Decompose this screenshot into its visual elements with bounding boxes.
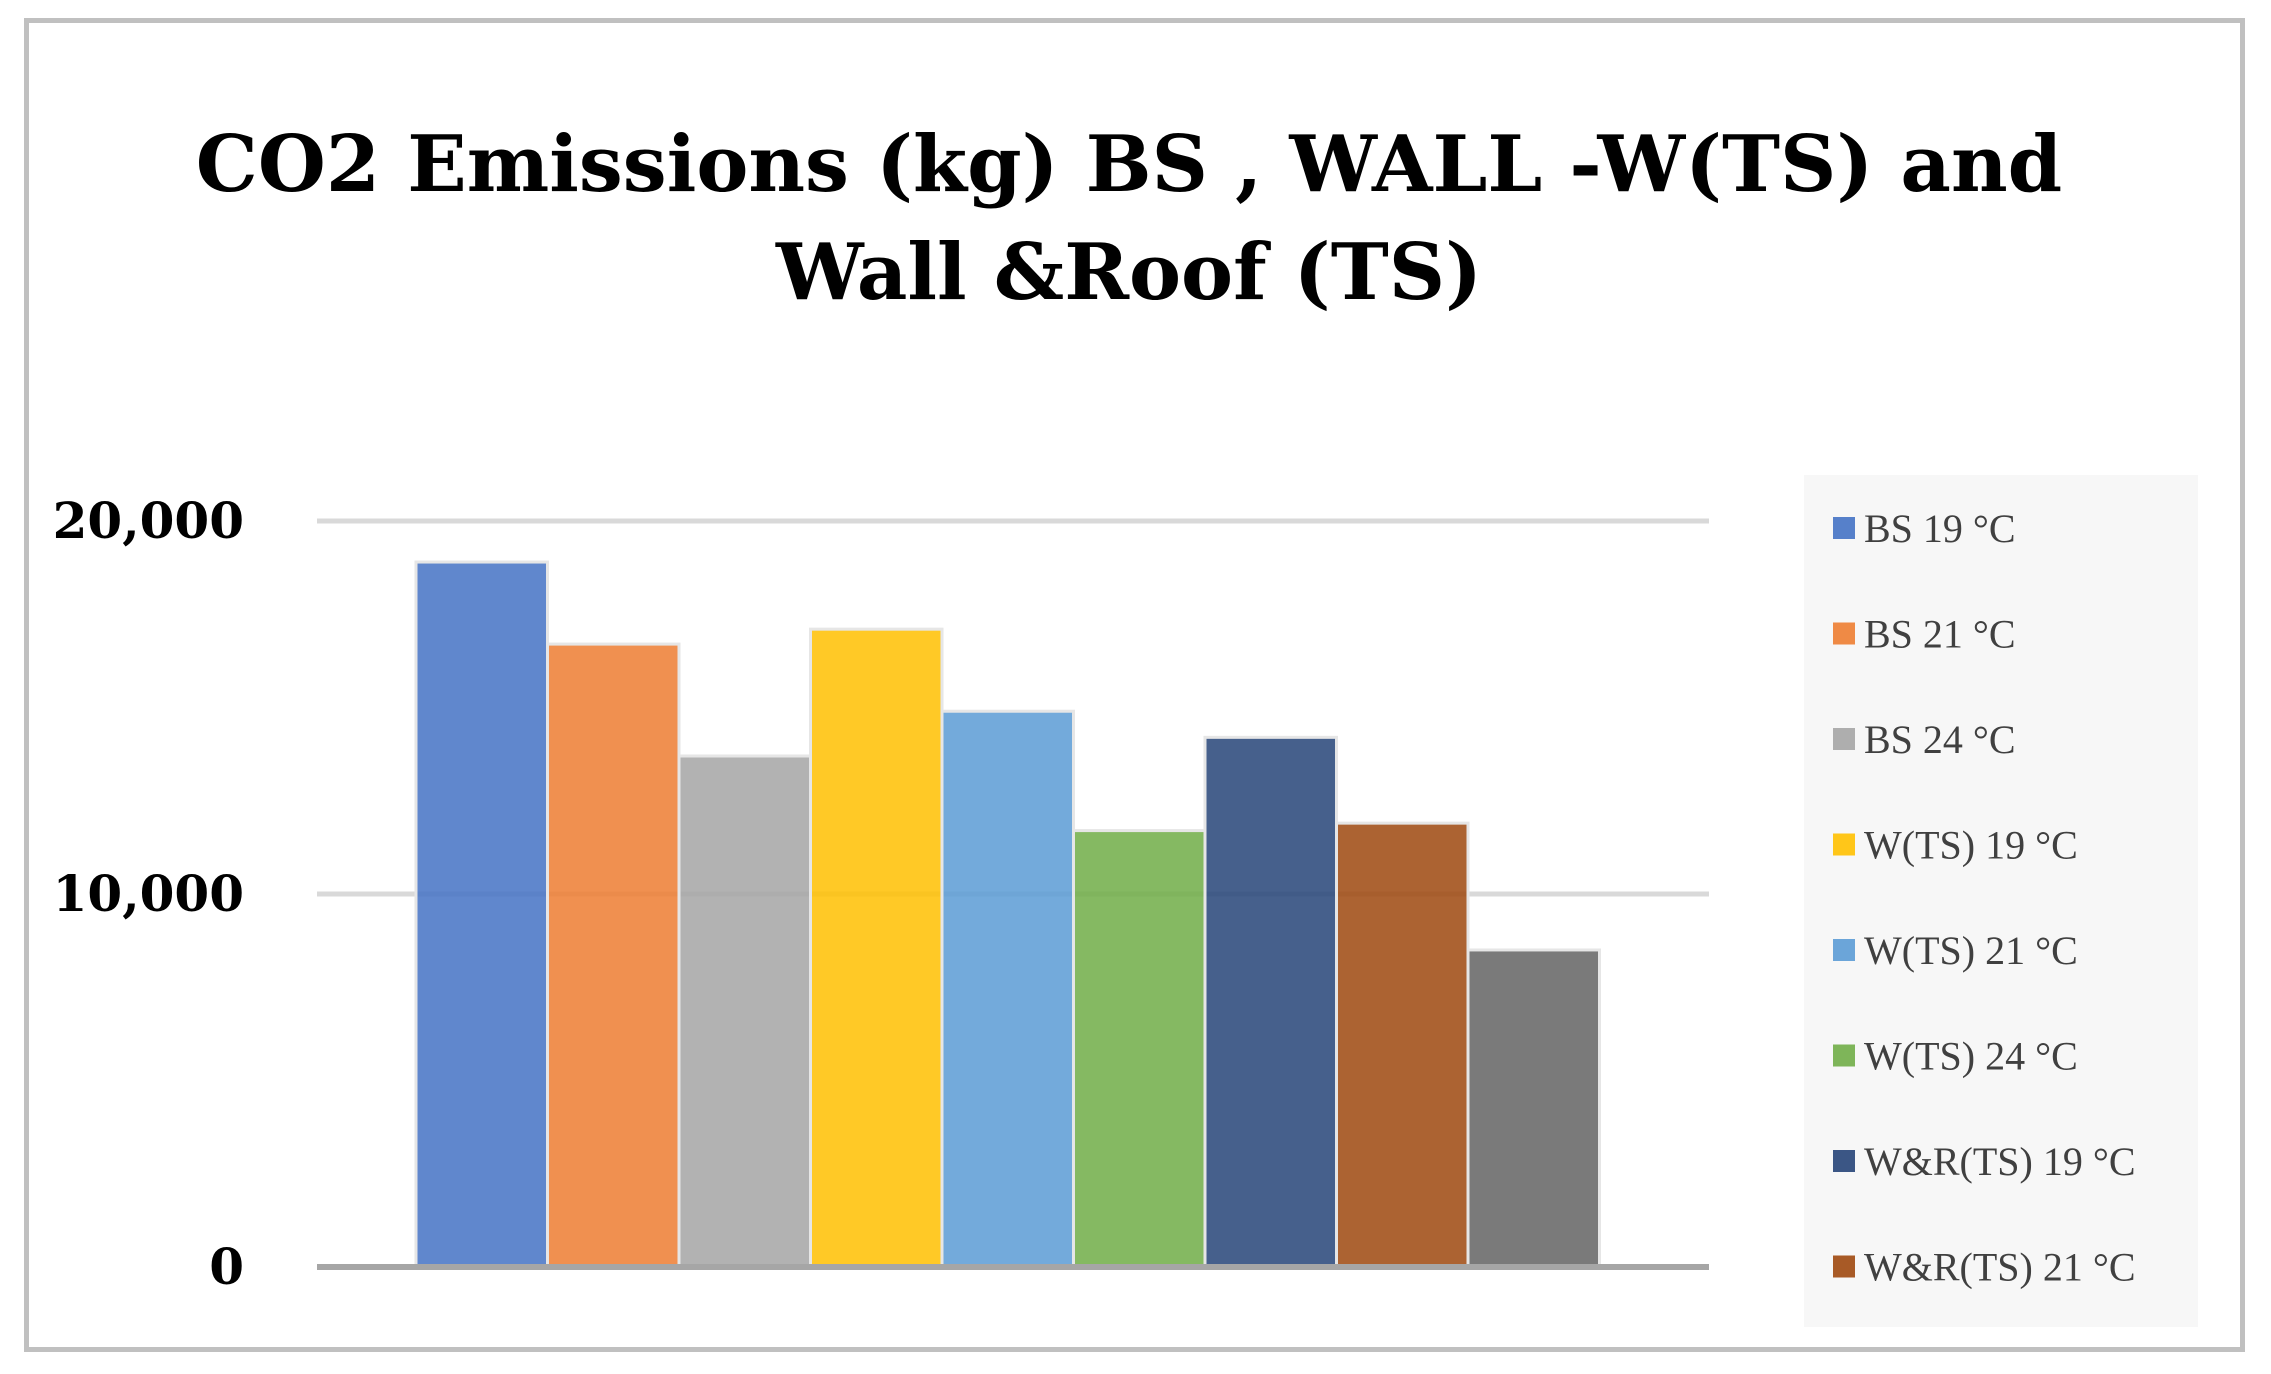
bar <box>677 754 812 1269</box>
chart-frame: CO2 Emissions (kg) BS , WALL -W(TS) and … <box>24 18 2245 1352</box>
y-tick-label: 10,000 <box>53 864 244 923</box>
legend-label: BS 21 °C <box>1864 612 2016 657</box>
chart-title: CO2 Emissions (kg) BS , WALL -W(TS) and … <box>196 119 2062 318</box>
bar <box>1072 829 1207 1269</box>
legend-swatch <box>1833 1255 1855 1278</box>
legend-swatch <box>1833 939 1855 961</box>
legend-label: BS 24 °C <box>1864 717 2016 762</box>
chart-svg: CO2 Emissions (kg) BS , WALL -W(TS) and … <box>53 119 2198 1327</box>
bar <box>414 560 549 1269</box>
bars <box>414 560 1601 1269</box>
chart-title-line-1: CO2 Emissions (kg) BS , WALL -W(TS) and <box>196 119 2062 210</box>
bar <box>1203 735 1338 1269</box>
legend-swatch <box>1833 1044 1855 1067</box>
legend-label: W&R(TS) 21 °C <box>1864 1245 2136 1290</box>
legend-background <box>1804 475 2198 1327</box>
legend-swatch <box>1833 728 1855 750</box>
y-axis-tick-labels: 0 10,000 20,000 <box>53 491 244 1296</box>
legend-label: W(TS) 24 °C <box>1864 1034 2078 1079</box>
bar <box>546 642 681 1269</box>
bar <box>809 627 944 1269</box>
legend: BS 19 °C BS 21 °C BS 24 °C W(TS) 19 °C W(TS)… <box>1804 475 2198 1327</box>
legend-label: W(TS) 21 °C <box>1864 928 2078 973</box>
bar <box>1335 821 1470 1269</box>
bar <box>940 709 1075 1269</box>
chart-title-line-2: Wall &Roof (TS) <box>775 227 1482 318</box>
legend-label: W&R(TS) 19 °C <box>1864 1139 2136 1184</box>
legend-label: W(TS) 19 °C <box>1864 823 2078 868</box>
legend-swatch <box>1833 622 1855 645</box>
legend-label: BS 19 °C <box>1864 506 2016 551</box>
y-tick-label: 0 <box>209 1237 244 1296</box>
y-tick-label: 20,000 <box>53 491 244 550</box>
legend-swatch <box>1833 833 1855 856</box>
legend-swatch <box>1833 1150 1855 1172</box>
bar <box>1466 948 1601 1269</box>
legend-swatch <box>1833 517 1855 539</box>
